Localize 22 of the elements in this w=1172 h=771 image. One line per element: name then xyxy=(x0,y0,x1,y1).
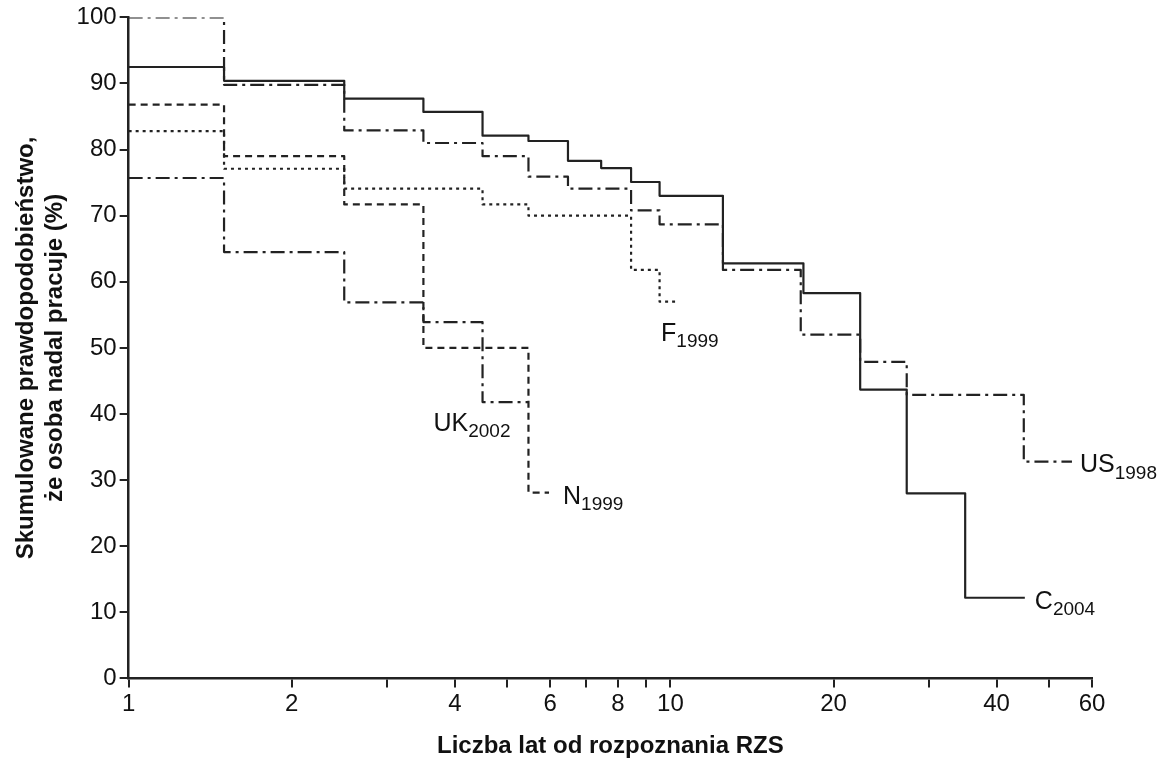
y-tick-label: 70 xyxy=(89,200,117,228)
y-tick-label: 100 xyxy=(76,2,117,30)
x-axis-title: Liczba lat od rozpoznania RZS xyxy=(436,731,784,759)
y-tick-label: 20 xyxy=(89,530,117,558)
y-tick-label: 30 xyxy=(89,464,117,492)
x-tick-label: 20 xyxy=(820,689,847,717)
y-tick-label: 60 xyxy=(89,266,117,294)
x-tick-label: 2 xyxy=(285,689,299,717)
y-tick-label: 10 xyxy=(89,596,117,624)
y-tick-label: 0 xyxy=(103,663,117,691)
y-tick-label: 90 xyxy=(89,68,117,96)
x-tick-label: 6 xyxy=(543,689,557,717)
x-tick-label: 60 xyxy=(1078,689,1106,717)
x-tick-label: 1 xyxy=(121,689,136,717)
y-axis-title: Skumulowane prawdopodobieństwo, że osoba nadal pracuje (%) xyxy=(11,136,67,560)
x-tick-label: 10 xyxy=(657,689,684,717)
y-tick-label: 40 xyxy=(89,398,117,426)
y-tick-label: 50 xyxy=(89,332,117,360)
x-tick-label: 4 xyxy=(448,689,462,717)
x-tick-label: 8 xyxy=(611,689,625,717)
x-tick-label: 40 xyxy=(983,689,1010,717)
y-tick-label: 80 xyxy=(89,134,117,162)
